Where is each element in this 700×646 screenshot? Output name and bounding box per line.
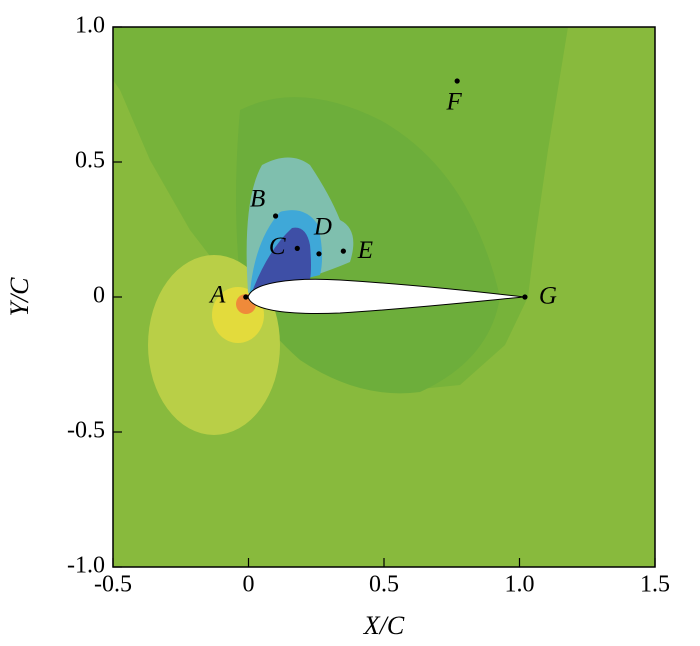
point-label: C	[269, 233, 286, 260]
point	[454, 78, 460, 84]
point	[294, 245, 300, 251]
point	[273, 213, 279, 219]
point	[522, 294, 528, 300]
y-tick-label: 0	[93, 283, 105, 309]
point-label: F	[446, 89, 463, 116]
y-tick-label: -0.5	[67, 418, 105, 444]
x-axis-label: X/C	[363, 611, 405, 640]
y-axis-label: Y/C	[5, 277, 34, 317]
x-tick-label: 1.0	[505, 572, 535, 598]
point-label: A	[208, 282, 226, 309]
point-label: D	[313, 214, 332, 241]
point-label: E	[357, 237, 373, 264]
point	[243, 294, 249, 300]
x-tick-label: 0	[243, 572, 255, 598]
point	[316, 251, 322, 257]
x-tick-label: -0.5	[94, 572, 132, 598]
contour-level	[252, 227, 311, 292]
point-label: G	[539, 283, 557, 310]
x-tick-label: 1.5	[640, 572, 670, 598]
point-label: B	[250, 186, 265, 213]
y-tick-label: -1.0	[67, 553, 105, 579]
contour-field	[113, 27, 655, 567]
y-tick-label: 0.5	[75, 148, 105, 174]
point	[340, 248, 346, 254]
x-tick-label: 0.5	[369, 572, 399, 598]
y-tick-label: 1.0	[75, 13, 105, 39]
